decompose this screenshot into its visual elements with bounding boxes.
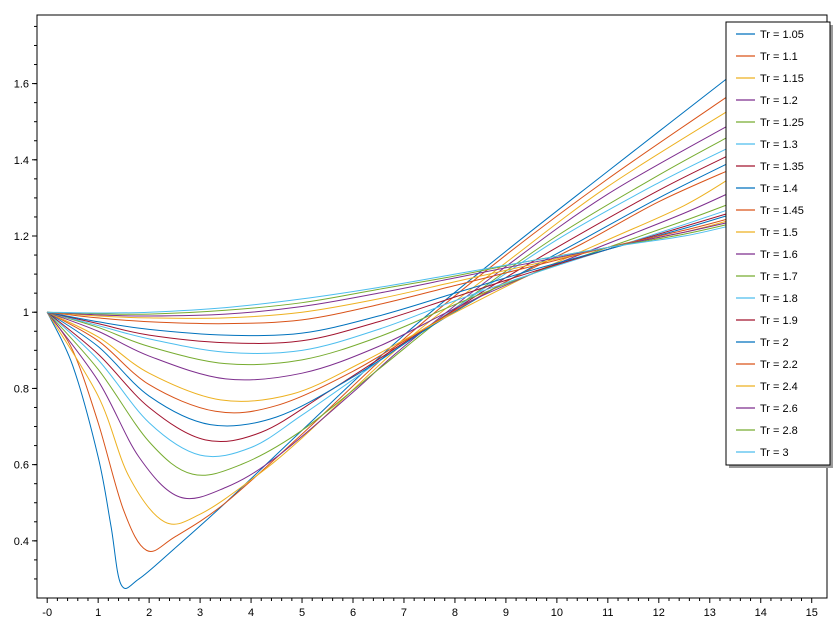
legend-label: Tr = 3 [760, 447, 789, 459]
x-tick-label: 12 [653, 607, 665, 619]
x-tick-label: 4 [248, 607, 254, 619]
y-tick-label: 1.2 [14, 231, 29, 243]
y-tick-label: 1 [23, 307, 29, 319]
legend-box [726, 22, 830, 465]
legend-label: Tr = 1.8 [760, 293, 798, 305]
legend-label: Tr = 1.15 [760, 73, 804, 85]
legend-label: Tr = 1.05 [760, 29, 804, 41]
legend-label: Tr = 1.9 [760, 315, 798, 327]
y-tick-label: 0.4 [14, 536, 29, 548]
x-tick-label: -0 [42, 607, 52, 619]
x-tick-label: 13 [704, 607, 716, 619]
x-tick-label: 5 [299, 607, 305, 619]
x-tick-label: 11 [602, 607, 613, 619]
legend-label: Tr = 1.25 [760, 117, 804, 129]
x-tick-label: 3 [197, 607, 203, 619]
x-axis: -0 1 2 3 4 5 6 7 8 9 10 11 12 13 14 15 [42, 598, 818, 619]
x-tick-label: 7 [401, 607, 407, 619]
legend-label: Tr = 2.8 [760, 425, 798, 437]
legend: Tr = 1.05 Tr = 1.1 Tr = 1.15 Tr = 1.2 Tr = 1… [726, 22, 833, 468]
legend-label: Tr = 1.4 [760, 183, 798, 195]
legend-label: Tr = 1.45 [760, 205, 804, 217]
y-tick-label: 0.6 [14, 460, 29, 472]
legend-label: Tr = 2.2 [760, 359, 798, 371]
y-tick-label: 1.4 [14, 155, 29, 167]
legend-label: Tr = 1.3 [760, 139, 798, 151]
legend-label: Tr = 1.6 [760, 249, 798, 261]
x-tick-label: 10 [551, 607, 563, 619]
y-tick-label: 1.6 [14, 79, 29, 91]
x-tick-label: 8 [452, 607, 458, 619]
x-tick-label: 14 [755, 607, 767, 619]
x-tick-label: 2 [146, 607, 152, 619]
x-tick-label: 6 [350, 607, 356, 619]
legend-label: Tr = 1.5 [760, 227, 798, 239]
legend-label: Tr = 1.1 [760, 51, 798, 63]
x-tick-label: 1 [95, 607, 101, 619]
legend-label: Tr = 2 [760, 337, 789, 349]
legend-label: Tr = 1.35 [760, 161, 804, 173]
legend-label: Tr = 1.2 [760, 95, 798, 107]
y-tick-label: 0.8 [14, 383, 29, 395]
legend-label: Tr = 2.4 [760, 381, 798, 393]
x-tick-label: 15 [806, 607, 818, 619]
x-tick-label: 9 [503, 607, 509, 619]
legend-label: Tr = 2.6 [760, 403, 798, 415]
legend-label: Tr = 1.7 [760, 271, 798, 283]
y-axis: 0.4 0.6 0.8 1 1.2 1.4 1.6 [14, 26, 37, 579]
plot-area [37, 15, 827, 598]
